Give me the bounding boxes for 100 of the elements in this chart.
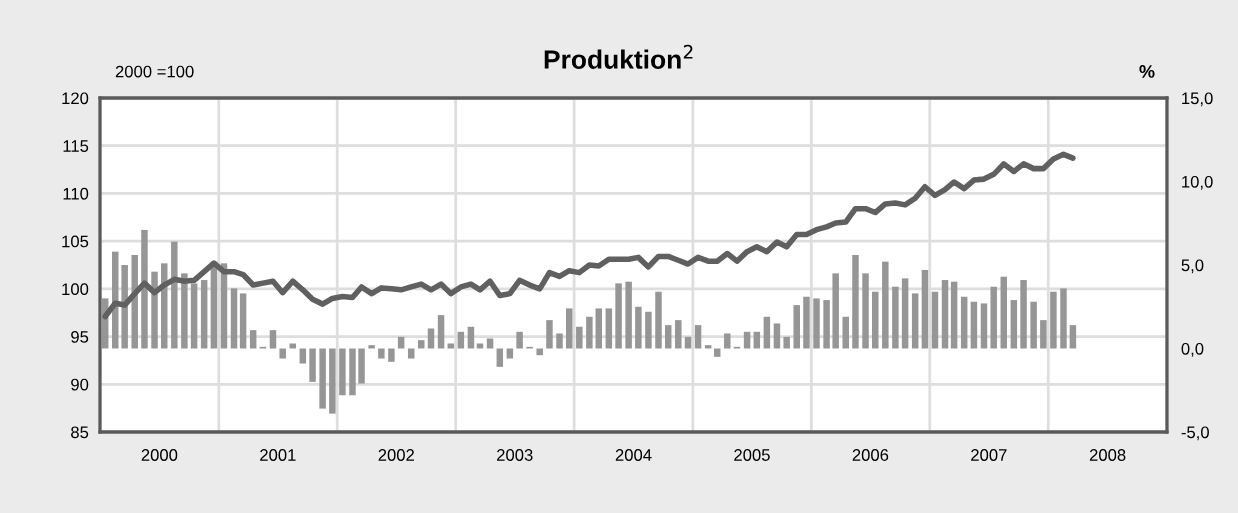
bar xyxy=(941,280,949,349)
bar xyxy=(467,326,475,349)
bar xyxy=(516,331,523,349)
bar xyxy=(595,308,603,349)
bar xyxy=(556,333,563,349)
bar xyxy=(823,300,830,349)
bar xyxy=(230,288,238,349)
bar xyxy=(427,328,435,349)
bar xyxy=(694,325,702,349)
x-tick-label: 2002 xyxy=(378,449,414,461)
bar xyxy=(190,283,198,349)
bar xyxy=(892,286,899,349)
bar xyxy=(586,316,593,349)
bar xyxy=(901,278,909,349)
bar xyxy=(684,336,692,349)
bar xyxy=(655,291,662,349)
y2-tick-label: 5,0 xyxy=(1181,259,1204,274)
bar xyxy=(457,331,465,349)
y-tick-label: 90 xyxy=(71,378,89,391)
bar xyxy=(279,348,286,359)
bar xyxy=(950,281,958,349)
x-tick-label: 2007 xyxy=(971,449,1007,461)
y2-tick-label: 10,0 xyxy=(1182,175,1213,190)
bar xyxy=(299,348,307,364)
bar xyxy=(1050,291,1057,349)
bar xyxy=(289,343,297,349)
bar xyxy=(990,286,997,349)
bar xyxy=(803,296,810,349)
bar xyxy=(181,273,188,349)
bar xyxy=(486,338,494,349)
bar xyxy=(793,305,800,349)
bar xyxy=(724,333,731,349)
bar xyxy=(349,348,356,396)
bar xyxy=(566,308,573,349)
bar xyxy=(378,348,385,359)
bar xyxy=(309,348,316,382)
bar xyxy=(763,316,771,349)
bar xyxy=(675,320,682,349)
bar xyxy=(329,348,336,414)
bar xyxy=(931,291,939,349)
bar xyxy=(980,303,988,349)
bar xyxy=(447,343,455,349)
bar xyxy=(862,273,869,349)
bar xyxy=(141,229,148,349)
bar xyxy=(813,298,820,349)
bar xyxy=(496,348,504,367)
bar xyxy=(200,280,208,349)
bar xyxy=(437,315,445,349)
chart-title: Produktion$^{2}$ xyxy=(544,44,693,69)
bar xyxy=(773,323,781,349)
y-axis-title: 2000 =100 xyxy=(115,65,194,78)
y-tick-label: 95 xyxy=(71,330,89,343)
bar xyxy=(960,296,968,349)
bar xyxy=(319,348,326,409)
bar xyxy=(664,325,672,349)
bar xyxy=(1010,300,1018,349)
bar xyxy=(872,291,879,349)
bar xyxy=(339,348,346,396)
bar xyxy=(506,348,514,359)
bar xyxy=(911,293,919,349)
y-tick-label: 110 xyxy=(63,187,89,200)
y2-axis-title: % xyxy=(1139,65,1155,78)
bar xyxy=(1000,276,1008,349)
bar xyxy=(635,306,642,349)
bar xyxy=(418,340,425,349)
y-tick-label: 115 xyxy=(63,140,89,152)
x-tick-label: 2001 xyxy=(260,449,296,461)
y2-tick-label: -5,0 xyxy=(1181,426,1209,441)
bar xyxy=(476,343,484,349)
bar xyxy=(1020,280,1027,349)
bar xyxy=(882,261,889,349)
bar xyxy=(970,301,978,349)
bar xyxy=(368,345,375,349)
bar xyxy=(605,308,613,349)
y2-tick-label: 0,0 xyxy=(1181,342,1204,357)
bar xyxy=(783,336,790,349)
bar xyxy=(704,345,712,349)
bar xyxy=(576,326,583,349)
bar xyxy=(546,320,553,349)
y-tick-label: 120 xyxy=(62,92,89,105)
x-tick-label: 2005 xyxy=(734,449,770,461)
bar xyxy=(1040,320,1047,349)
bar xyxy=(388,348,395,362)
bar xyxy=(625,281,632,349)
bar xyxy=(407,348,415,359)
bar xyxy=(171,241,178,349)
bar xyxy=(842,316,849,349)
bar xyxy=(358,348,365,384)
bar xyxy=(832,273,839,349)
bar xyxy=(645,311,652,349)
x-tick-label: 2000 xyxy=(141,449,178,461)
x-tick-label: 2003 xyxy=(497,449,533,461)
bar xyxy=(1060,288,1067,349)
y-tick-label: 100 xyxy=(62,283,89,296)
bar xyxy=(536,348,543,356)
bar xyxy=(921,270,929,349)
bar xyxy=(1069,325,1077,349)
bar xyxy=(131,254,138,349)
bar xyxy=(615,283,622,349)
bar xyxy=(397,336,405,349)
